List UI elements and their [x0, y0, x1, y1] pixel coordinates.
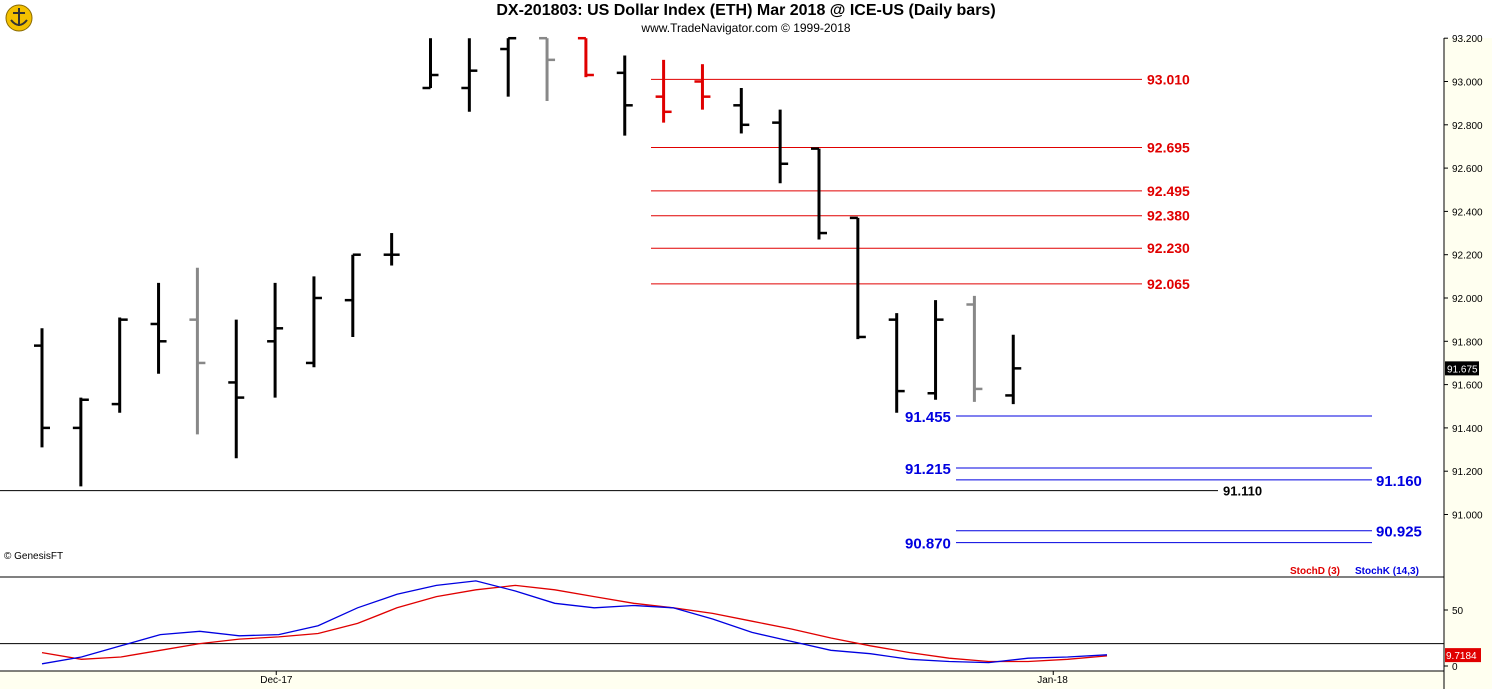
y-tick-label: 93.000 — [1452, 78, 1483, 89]
y-tick-label: 93.200 — [1452, 34, 1483, 45]
ohlc-bar[interactable] — [577, 36, 594, 78]
ohlc-bar[interactable] — [72, 397, 89, 487]
ohlc-bar[interactable] — [694, 64, 711, 110]
y-tick-label: 91.200 — [1452, 467, 1483, 478]
ohlc-bar[interactable] — [811, 147, 827, 240]
ohlc-bar[interactable] — [189, 267, 206, 435]
stoch-last-badge — [1445, 648, 1481, 663]
y-tick-label: 91.000 — [1452, 511, 1483, 522]
ohlc-bar[interactable] — [111, 317, 128, 413]
blue-level-label: 91.455 — [905, 409, 951, 426]
y-tick-label: 91.600 — [1452, 381, 1483, 392]
ohlc-bar[interactable] — [461, 38, 478, 112]
stoch-y-tick-label: 0 — [1452, 662, 1458, 673]
ohlc-bar[interactable] — [383, 233, 400, 266]
ohlc-bar[interactable] — [772, 109, 789, 184]
ohlc-bar[interactable] — [539, 36, 556, 101]
ohlc-bar[interactable] — [733, 87, 750, 134]
blue-level-label: 90.925 — [1376, 524, 1422, 541]
red-level-label: 93.010 — [1147, 71, 1190, 87]
chart-title: DX-201803: US Dollar Index (ETH) Mar 201… — [496, 2, 996, 19]
ohlc-bar[interactable] — [344, 253, 361, 337]
y-tick-label: 92.600 — [1452, 164, 1483, 175]
copyright-label: © GenesisFT — [4, 551, 63, 562]
chart-subtitle: www.TradeNavigator.com © 1999-2018 — [641, 21, 851, 35]
stoch-series-line — [41, 584, 1108, 663]
y-tick-label: 91.800 — [1452, 337, 1483, 348]
red-level-label: 92.495 — [1147, 183, 1190, 199]
ohlc-bar[interactable] — [150, 282, 167, 374]
last-price-label: 91.675 — [1447, 364, 1478, 375]
ohlc-bar[interactable] — [305, 276, 322, 368]
blue-level-label: 90.870 — [905, 536, 951, 553]
ohlc-bar[interactable] — [849, 216, 866, 340]
ohlc-bar[interactable] — [228, 319, 245, 459]
red-level-label: 92.380 — [1147, 208, 1190, 224]
chart-header: DX-201803: US Dollar Index (ETH) Mar 201… — [0, 0, 1492, 38]
stoch-series-line — [41, 580, 1108, 665]
plot-area — [0, 38, 1444, 671]
stoch-y-tick-label: 50 — [1452, 606, 1464, 617]
ohlc-bar[interactable] — [1005, 334, 1022, 405]
ohlc-bar[interactable] — [966, 295, 983, 402]
ohlc-bar[interactable] — [616, 55, 633, 136]
ohlc-bar[interactable] — [422, 38, 439, 90]
ohlc-bar[interactable] — [655, 59, 672, 123]
red-level-label: 92.230 — [1147, 240, 1190, 256]
stoch-last-label: 9.7184 — [1446, 651, 1477, 662]
legend-stochd: StochD (3) — [1290, 566, 1340, 577]
red-level-label: 92.695 — [1147, 140, 1190, 156]
ohlc-bar[interactable] — [888, 313, 905, 413]
ohlc-bar[interactable] — [267, 282, 284, 398]
blue-level-label: 91.215 — [905, 461, 951, 478]
y-tick-label: 92.000 — [1452, 294, 1483, 305]
blue-level-label: 91.160 — [1376, 473, 1422, 490]
y-tick-label: 92.200 — [1452, 251, 1483, 262]
ohlc-bar[interactable] — [927, 300, 944, 400]
last-price-badge — [1445, 361, 1479, 376]
anchor-logo-icon — [5, 4, 33, 32]
ohlc-bar[interactable] — [34, 328, 50, 448]
x-tick-label: Dec-17 — [260, 675, 293, 686]
y-tick-label: 92.800 — [1452, 121, 1483, 132]
ohlc-bar[interactable] — [500, 36, 517, 97]
y-tick-label: 91.400 — [1452, 424, 1483, 435]
black-level-label: 91.110 — [1223, 484, 1262, 499]
legend-stochk: StochK (14,3) — [1355, 566, 1419, 577]
x-tick-label: Jan-18 — [1037, 675, 1068, 686]
y-tick-label: 92.400 — [1452, 207, 1483, 218]
red-level-label: 92.065 — [1147, 276, 1190, 292]
